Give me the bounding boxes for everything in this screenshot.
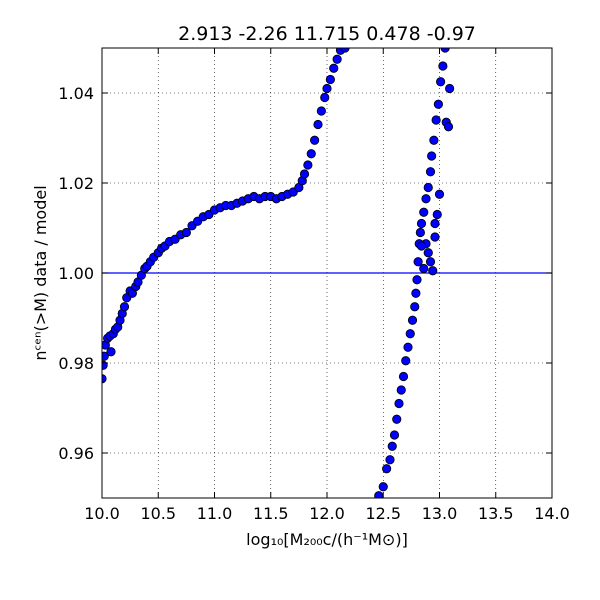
data-point <box>382 464 392 474</box>
data-point <box>398 371 409 382</box>
data-point <box>425 257 436 267</box>
data-point <box>427 151 437 161</box>
data-point <box>378 482 388 492</box>
data-point <box>405 329 415 339</box>
data-point <box>416 218 427 229</box>
data-point <box>325 74 335 85</box>
y-axis: 0.96 0.98 1.00 1.02 1.04 <box>58 84 552 463</box>
y-tick-label: 1.04 <box>58 84 94 103</box>
data-point <box>421 194 431 204</box>
data-point <box>320 92 330 103</box>
data-point <box>102 351 109 361</box>
data-point <box>303 160 313 170</box>
data-point <box>443 122 454 132</box>
data-point <box>316 106 326 116</box>
data-point <box>401 356 411 366</box>
data-point <box>419 263 429 274</box>
data-point <box>313 119 323 130</box>
data-point <box>119 302 130 312</box>
data-point <box>403 342 413 352</box>
x-tick-label: 13.0 <box>422 504 458 523</box>
data-point <box>411 288 421 298</box>
data-point <box>445 83 455 94</box>
data-point <box>332 54 342 64</box>
data-point <box>412 275 422 285</box>
data-point <box>392 414 402 424</box>
data-point <box>428 266 438 276</box>
x-tick-label: 12.5 <box>365 504 401 523</box>
y-tick-label: 0.96 <box>58 444 94 463</box>
data-point <box>415 227 425 238</box>
data-point <box>410 302 420 312</box>
data-point <box>432 209 442 220</box>
data-point <box>306 149 316 159</box>
x-tick-label: 14.0 <box>534 504 570 523</box>
data-point <box>416 241 427 251</box>
data-point <box>329 63 339 73</box>
data-point <box>430 218 440 229</box>
plot-area <box>102 48 455 498</box>
data-point <box>430 232 440 242</box>
data-point <box>423 248 433 258</box>
x-tick-label: 10.0 <box>84 504 120 523</box>
data-point <box>438 61 448 71</box>
data-point <box>385 455 395 465</box>
data-point <box>413 257 423 267</box>
data-point <box>389 430 400 440</box>
data-point <box>433 99 443 109</box>
data-point <box>429 135 439 145</box>
data-point <box>181 227 191 238</box>
data-point <box>310 135 320 145</box>
data-point <box>425 167 436 177</box>
data-point <box>106 347 116 357</box>
y-tick-label: 1.00 <box>58 264 94 283</box>
data-point <box>387 441 397 451</box>
data-point <box>396 385 406 395</box>
x-tick-label: 11.5 <box>253 504 289 523</box>
data-point <box>340 48 350 53</box>
data-point <box>322 83 332 94</box>
data-point <box>431 115 441 125</box>
y-axis-label: nᶜᵉⁿ(>M) data / model <box>31 185 50 360</box>
data-point <box>436 77 446 87</box>
x-tick-label: 11.0 <box>197 504 233 523</box>
data-point <box>419 207 429 217</box>
x-tick-label: 12.0 <box>309 504 345 523</box>
y-tick-label: 1.02 <box>58 174 94 193</box>
x-tick-label: 13.5 <box>478 504 514 523</box>
x-axis-label: log₁₀[M₂₀₀c/(h⁻¹M⊙)] <box>246 530 408 549</box>
data-point <box>440 48 450 53</box>
x-axis: 10.0 10.5 11.0 11.5 12.0 12.5 13.0 13.5 14.0 <box>84 48 570 523</box>
y-tick-label: 0.98 <box>58 354 94 373</box>
data-point <box>434 189 445 199</box>
data-point <box>299 169 310 179</box>
data-point <box>423 182 433 193</box>
x-tick-label: 10.5 <box>140 504 176 523</box>
data-point <box>407 315 418 325</box>
chart-title: 2.913 -2.26 11.715 0.478 -0.97 <box>178 23 476 45</box>
data-point <box>394 398 404 409</box>
